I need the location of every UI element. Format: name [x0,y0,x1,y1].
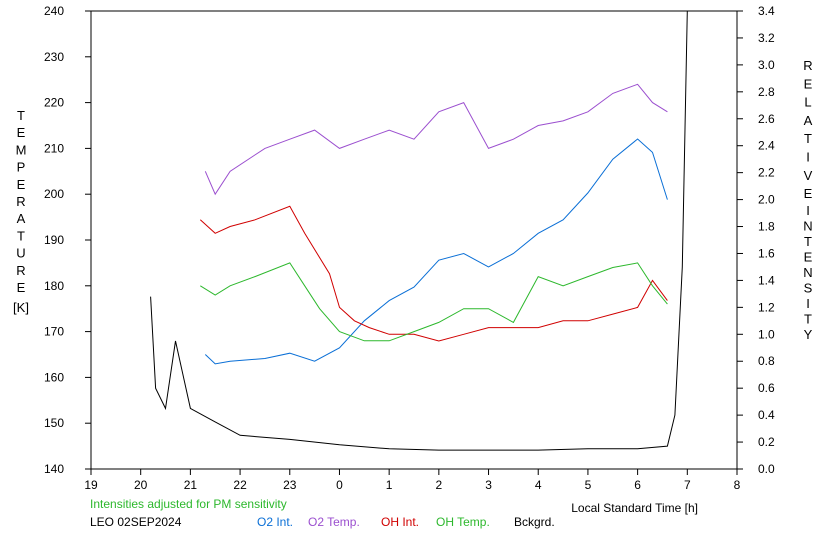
x-axis-title: Local Standard Time [h] [571,501,698,515]
x-tick-label: 5 [585,478,592,492]
right-y-tick-label: 0.0 [758,462,775,476]
right-axis-letter: A [804,113,813,128]
right-axis-letter: L [804,95,811,110]
x-tick-label: 22 [233,478,247,492]
left-axis-letter: U [16,246,25,261]
left-axis-letter: R [16,194,25,209]
right-axis-letter: Y [804,327,813,342]
right-y-tick-label: 3.0 [758,58,775,72]
right-axis-letter: T [804,312,812,327]
left-y-tick-label: 180 [44,279,64,293]
legend-oh-temp: OH Temp. [436,515,490,529]
series-line-oh-temp [200,262,668,342]
left-axis-letter: P [17,160,26,175]
series-line-o2-temp [204,83,668,196]
x-tick-label: 21 [184,478,198,492]
x-tick-label: 0 [336,478,343,492]
right-axis-letter: I [806,150,810,165]
right-y-tick-label: 0.8 [758,354,775,368]
left-axis-letter: E [17,125,26,140]
sensitivity-note: Intensities adjusted for PM sensitivity [90,497,287,511]
left-y-tick-label: 160 [44,370,64,384]
left-y-axis: 140 150 160 170 180 190 200 210 220 230 240 [44,4,91,476]
right-y-tick-label: 1.6 [758,246,775,260]
right-axis-letter: E [804,76,813,91]
left-y-tick-label: 170 [44,325,64,339]
right-axis-letter: E [804,186,813,201]
legend-o2-temp: O2 Temp. [308,515,360,529]
legend-o2-int: O2 Int. [257,515,293,529]
x-tick-label: 7 [684,478,691,492]
right-axis-letter: R [803,58,812,73]
left-y-tick-label: 210 [44,141,64,155]
plot-area [90,10,738,470]
right-axis-letter: S [804,281,813,296]
x-tick-label: 3 [485,478,492,492]
right-y-tick-label: 1.2 [758,300,775,314]
right-y-axis: 0.0 0.2 0.4 0.6 0.8 1.0 1.2 1.4 1.6 1.8 2.0 2.2 2.4 2… [737,4,775,476]
right-axis-letter: T [804,131,812,146]
x-tick-label: 1 [386,478,393,492]
legend-oh-int: OH Int. [381,515,419,529]
left-axis-letter: E [17,280,26,295]
right-axis-letter: I [806,296,810,311]
series-line-o2-int [204,138,668,365]
right-axis-letter: N [803,219,812,234]
right-axis-letter: N [803,265,812,280]
x-tick-label: 20 [134,478,148,492]
right-y-tick-label: 2.4 [758,139,775,153]
left-y-tick-label: 200 [44,187,64,201]
left-axis-letter: T [17,228,25,243]
left-axis-unit: [K] [13,300,29,315]
x-tick-label: 2 [436,478,443,492]
left-y-tick-label: 190 [44,233,64,247]
left-axis-letter: T [17,108,25,123]
series-line-bckgrd [150,10,688,451]
right-axis-letter: V [804,168,813,183]
series-line-oh-int [199,205,668,342]
x-tick-label: 8 [734,478,741,492]
right-y-tick-label: 1.4 [758,273,775,287]
series-layer [150,10,688,451]
right-y-tick-label: 3.4 [758,4,775,18]
left-axis-letter: M [16,142,27,157]
left-axis-letter: E [17,177,26,192]
right-y-tick-label: 0.6 [758,381,775,395]
left-y-tick-label: 230 [44,50,64,64]
left-y-tick-label: 150 [44,416,64,430]
right-y-tick-label: 2.0 [758,193,775,207]
plot-frame [90,10,738,470]
station-date: LEO 02SEP2024 [90,515,182,529]
left-y-tick-label: 140 [44,462,64,476]
legend-bckgrd: Bckgrd. [514,515,555,529]
right-y-tick-label: 2.6 [758,112,775,126]
right-axis-letter: I [806,203,810,218]
x-tick-label: 23 [283,478,297,492]
left-y-tick-label: 240 [44,4,64,18]
x-tick-label: 4 [535,478,542,492]
x-tick-label: 19 [84,478,98,492]
x-tick-label: 6 [634,478,641,492]
right-y-tick-label: 1.0 [758,327,775,341]
right-axis-letter: T [804,234,812,249]
right-y-tick-label: 1.8 [758,220,775,234]
right-axis-letter: E [804,250,813,265]
right-y-tick-label: 0.4 [758,408,775,422]
left-axis-letter: R [16,263,25,278]
left-y-tick-label: 220 [44,96,64,110]
right-y-tick-label: 0.2 [758,435,775,449]
right-y-tick-label: 2.2 [758,166,775,180]
left-axis-letter: A [17,211,26,226]
right-y-tick-label: 2.8 [758,85,775,99]
x-axis: 19 20 21 22 23 0 1 2 3 4 5 6 7 8 [84,469,741,492]
right-y-tick-label: 3.2 [758,31,775,45]
